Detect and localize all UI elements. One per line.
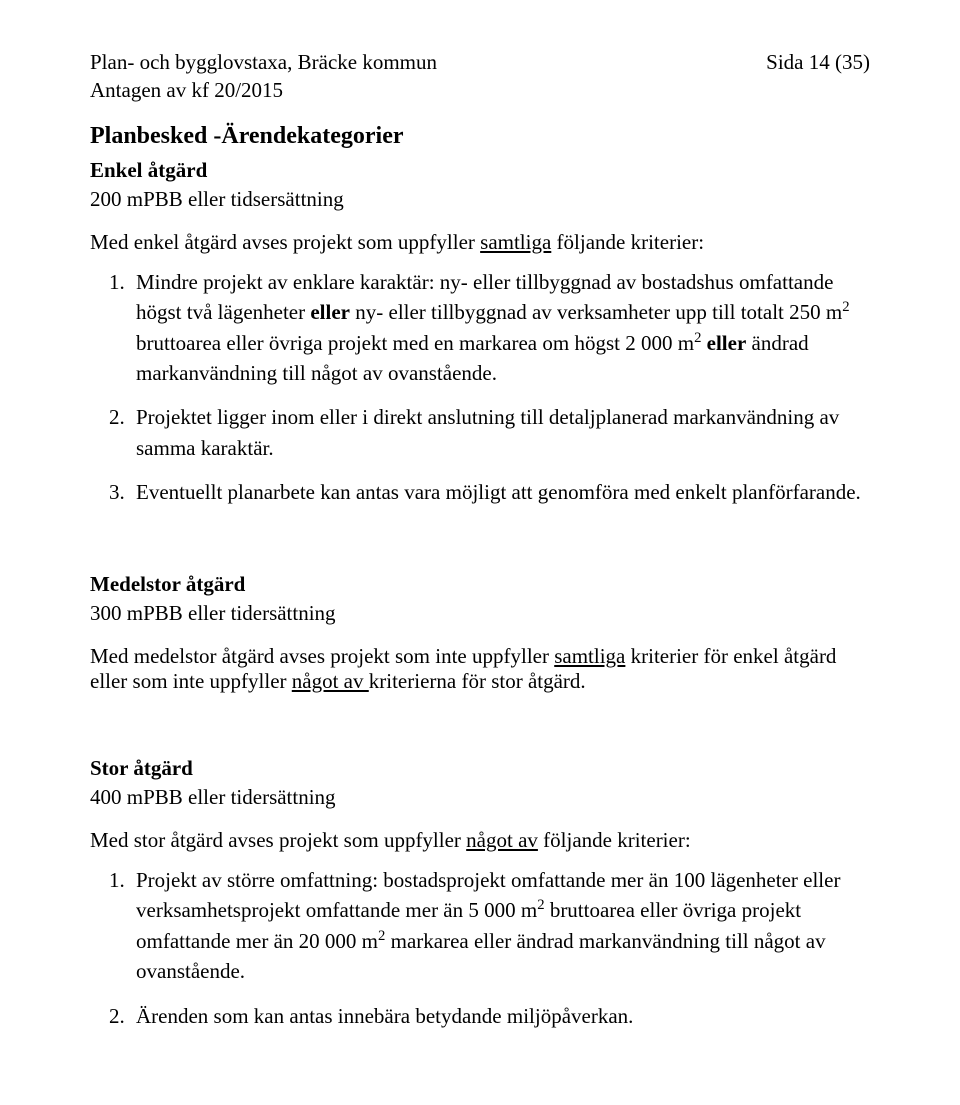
- enkel-intro-pre: Med enkel åtgärd avses projekt som uppfy…: [90, 230, 480, 254]
- section-title: Planbesked -Ärendekategorier: [90, 123, 870, 150]
- header-left: Plan- och bygglovstaxa, Bräcke kommun An…: [90, 48, 437, 105]
- list-item: Projekt av större omfattning: bostadspro…: [130, 865, 870, 987]
- list-item: Mindre projekt av enklare karaktär: ny- …: [130, 267, 870, 389]
- enkel-intro: Med enkel åtgärd avses projekt som uppfy…: [90, 230, 870, 255]
- superscript: 2: [537, 897, 544, 913]
- enkel-heading: Enkel åtgärd: [90, 158, 870, 183]
- enkel-price: 200 mPBB eller tidsersättning: [90, 187, 870, 212]
- enkel-intro-post: följande kriterier:: [551, 230, 704, 254]
- text-bold: eller: [701, 331, 746, 355]
- stor-intro: Med stor åtgärd avses projekt som uppfyl…: [90, 828, 870, 853]
- enkel-intro-underlined: samtliga: [480, 230, 551, 254]
- superscript: 2: [842, 299, 849, 315]
- enkel-list: Mindre projekt av enklare karaktär: ny- …: [90, 267, 870, 508]
- page-number: Sida 14 (35): [766, 50, 870, 75]
- stor-intro-underlined: något av: [466, 828, 538, 852]
- underlined: något av: [292, 669, 369, 693]
- stor-price: 400 mPBB eller tidersättning: [90, 785, 870, 810]
- list-item: Ärenden som kan antas innebära betydande…: [130, 1001, 870, 1031]
- text: Med medelstor åtgärd avses projekt som i…: [90, 644, 554, 668]
- medel-desc: Med medelstor åtgärd avses projekt som i…: [90, 644, 870, 694]
- text: ny- eller tillbyggnad av verksamheter up…: [350, 300, 842, 324]
- doc-title-line: Plan- och bygglovstaxa, Bräcke kommun: [90, 48, 437, 76]
- doc-adopted-line: Antagen av kf 20/2015: [90, 76, 437, 104]
- page-header: Plan- och bygglovstaxa, Bräcke kommun An…: [90, 48, 870, 105]
- stor-heading: Stor åtgärd: [90, 756, 870, 781]
- text: bruttoarea eller övriga projekt med en m…: [136, 331, 694, 355]
- underlined: samtliga: [554, 644, 625, 668]
- medel-price: 300 mPBB eller tidersättning: [90, 601, 870, 626]
- stor-intro-pre: Med stor åtgärd avses projekt som uppfyl…: [90, 828, 466, 852]
- list-item: Eventuellt planarbete kan antas vara möj…: [130, 477, 870, 507]
- list-item: Projektet ligger inom eller i direkt ans…: [130, 402, 870, 463]
- document-page: Plan- och bygglovstaxa, Bräcke kommun An…: [0, 0, 960, 1105]
- text: kriterierna för stor åtgärd.: [369, 669, 586, 693]
- stor-intro-post: följande kriterier:: [538, 828, 691, 852]
- text-bold: eller: [310, 300, 350, 324]
- stor-list: Projekt av större omfattning: bostadspro…: [90, 865, 870, 1031]
- medel-heading: Medelstor åtgärd: [90, 572, 870, 597]
